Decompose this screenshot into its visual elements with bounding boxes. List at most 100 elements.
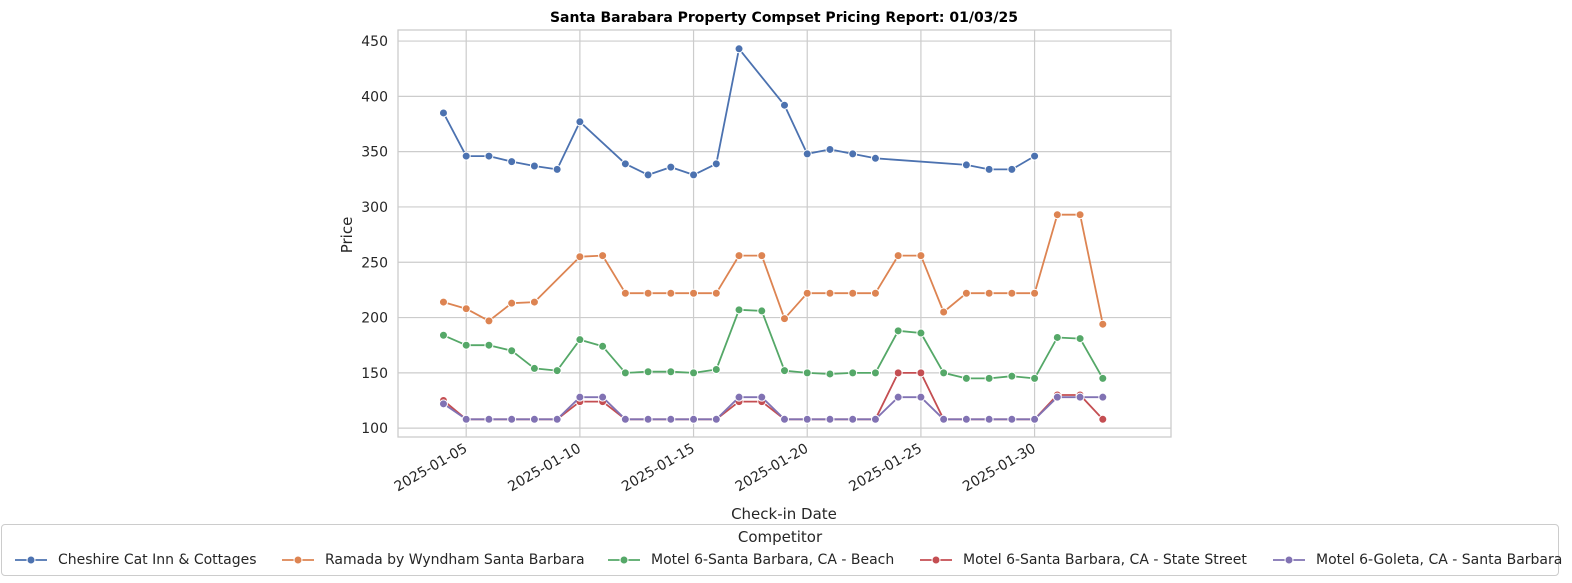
data-point — [575, 252, 585, 262]
data-point — [689, 288, 699, 298]
legend-label: Motel 6-Santa Barbara, CA - Beach — [651, 552, 895, 568]
data-point — [598, 341, 608, 351]
data-point — [757, 251, 767, 261]
data-point — [1030, 414, 1040, 424]
y-tick-label: 350 — [361, 145, 388, 161]
x-axis-label: Check-in Date — [731, 505, 837, 523]
data-point — [529, 161, 539, 171]
data-point — [780, 314, 789, 324]
legend-label: Motel 6-Goleta, CA - Santa Barbara — [1316, 552, 1563, 568]
tick-labels: 100 150 200 250 300 350 400 450 2025-01-05 2025-0… — [361, 34, 1038, 495]
grid — [398, 30, 1171, 437]
x-tick-label: 2025-01-10 — [505, 441, 583, 496]
data-point — [507, 414, 517, 424]
legend-label: Motel 6-Santa Barbara, CA - State Street — [963, 552, 1247, 568]
data-point — [893, 251, 903, 261]
legend-label: Ramada by Wyndham Santa Barbara — [325, 552, 585, 568]
legend-item: Ramada by Wyndham Santa Barbara — [281, 551, 585, 569]
data-point — [961, 373, 971, 383]
data-point — [438, 297, 448, 307]
data-point — [893, 326, 903, 336]
data-point — [620, 288, 630, 298]
data-point — [1098, 373, 1108, 383]
data-point — [620, 368, 630, 378]
data-point — [984, 414, 994, 424]
data-point — [711, 365, 721, 375]
data-point — [825, 414, 835, 424]
data-point — [552, 414, 562, 424]
data-point — [689, 414, 699, 424]
series-motel-6-goleta-ca-santa-barbara — [438, 392, 1108, 424]
data-point — [711, 288, 721, 298]
legend: Competitor Cheshire Cat Inn & Cottages Ra… — [1, 524, 1562, 576]
data-point — [1007, 164, 1017, 174]
data-point — [1052, 210, 1062, 220]
y-tick-label: 400 — [361, 89, 388, 105]
legend-swatch — [920, 555, 952, 565]
data-point — [961, 288, 971, 298]
data-point — [598, 392, 608, 402]
legend-title: Competitor — [737, 528, 823, 546]
data-point — [461, 151, 471, 161]
data-point — [1098, 392, 1108, 402]
data-point — [620, 159, 630, 169]
data-point — [484, 340, 494, 350]
data-point — [507, 298, 517, 308]
data-point — [825, 144, 835, 154]
y-tick-label: 150 — [361, 366, 388, 382]
y-tick-label: 100 — [361, 421, 388, 437]
data-point — [438, 399, 448, 409]
legend-swatch — [1273, 555, 1305, 565]
chart-title: Santa Barabara Property Compset Pricing … — [550, 10, 1018, 26]
data-point — [802, 368, 812, 378]
legend-swatch — [15, 555, 47, 565]
plot-area — [397, 29, 1172, 438]
data-point — [802, 149, 812, 159]
data-point — [984, 373, 994, 383]
data-point — [552, 366, 562, 376]
data-point — [529, 414, 539, 424]
y-tick-label: 200 — [361, 311, 388, 327]
series-line — [442, 371, 1104, 421]
data-point — [484, 151, 494, 161]
data-point — [734, 305, 744, 315]
data-point — [961, 414, 971, 424]
data-point — [461, 414, 471, 424]
data-point — [438, 330, 448, 340]
data-point — [666, 414, 676, 424]
data-point — [870, 414, 880, 424]
data-point — [916, 251, 926, 261]
data-point — [484, 414, 494, 424]
data-point — [802, 288, 812, 298]
data-point — [916, 328, 926, 338]
data-point — [598, 251, 608, 261]
data-point — [1075, 210, 1085, 220]
data-point — [529, 363, 539, 373]
data-point — [984, 164, 994, 174]
legend-item: Motel 6-Goleta, CA - Santa Barbara — [1272, 551, 1562, 569]
x-tick-label: 2025-01-25 — [846, 441, 924, 496]
legend-item: Motel 6-Santa Barbara, CA - Beach — [607, 551, 894, 569]
y-tick-label: 300 — [361, 200, 388, 216]
series-line — [442, 396, 1103, 421]
data-point — [666, 288, 676, 298]
data-point — [848, 288, 858, 298]
x-tick-label: 2025-01-05 — [392, 441, 470, 496]
data-point — [1098, 414, 1108, 424]
data-point — [870, 368, 880, 378]
series-motel-6-santa-barbara-ca-beach — [438, 305, 1108, 383]
data-point — [848, 368, 858, 378]
data-point — [825, 288, 835, 298]
data-point — [643, 288, 653, 298]
data-point — [939, 368, 949, 378]
data-point — [1052, 392, 1062, 402]
data-point — [529, 297, 539, 307]
data-point — [825, 369, 835, 379]
data-point — [961, 160, 971, 170]
series-line — [443, 308, 1104, 380]
data-point — [438, 108, 448, 118]
data-point — [689, 368, 699, 378]
data-point — [984, 288, 994, 298]
series-cheshire-cat-inn-cottages — [438, 44, 1040, 180]
data-point — [1075, 334, 1085, 344]
